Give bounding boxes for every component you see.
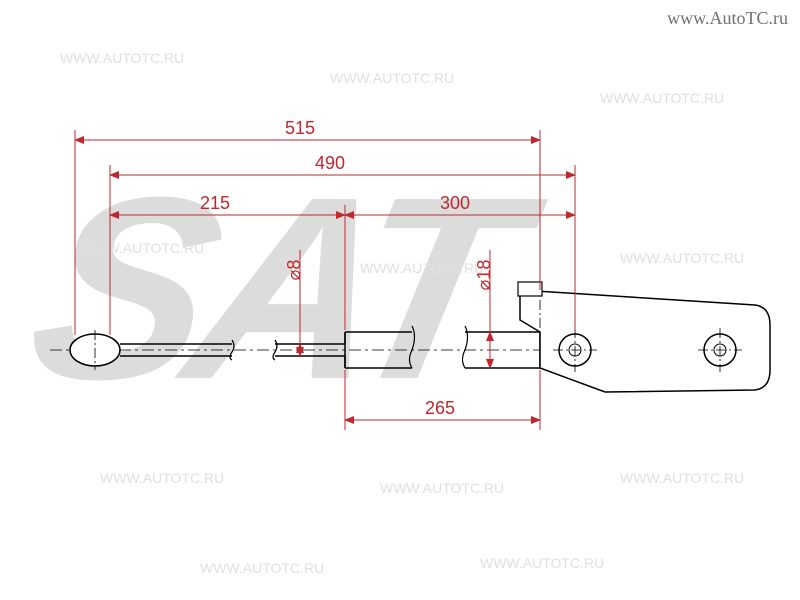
dim-phi8: ⌀8: [284, 260, 304, 281]
dim-215: 215: [200, 193, 230, 213]
engineering-diagram: 515 490 215 300 ⌀8 ⌀18 265: [0, 0, 800, 600]
dim-265: 265: [425, 398, 455, 418]
dim-300: 300: [440, 193, 470, 213]
dim-phi18: ⌀18: [474, 260, 494, 291]
dim-515: 515: [285, 118, 315, 138]
dim-490: 490: [315, 153, 345, 173]
